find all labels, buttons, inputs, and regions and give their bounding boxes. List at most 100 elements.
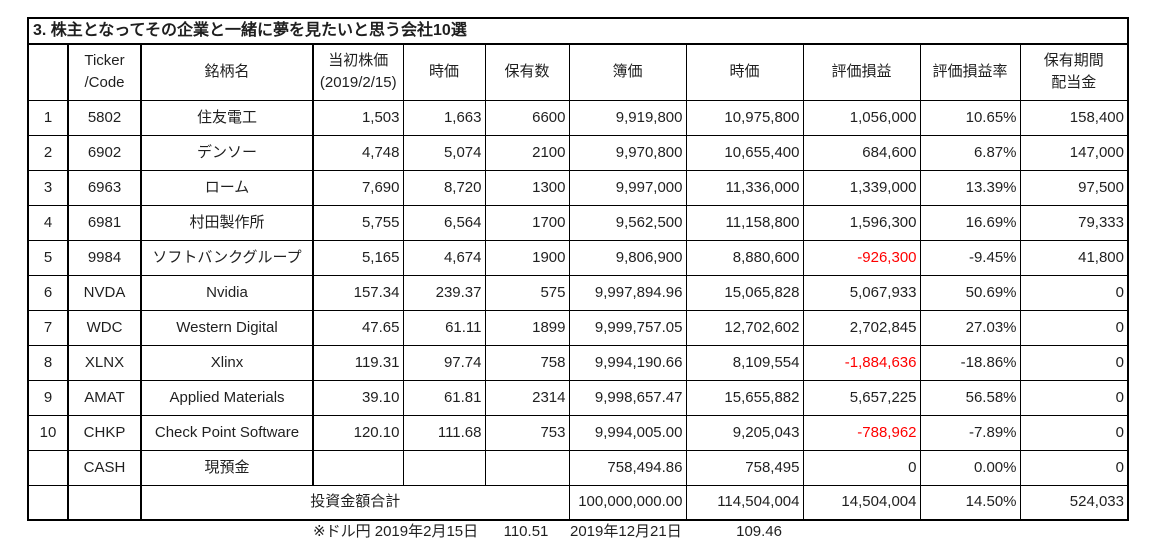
cell-dividends: 0 bbox=[1019, 379, 1129, 416]
cell-book-value: 9,997,000 bbox=[568, 169, 687, 206]
total-market-value: 114,504,004 bbox=[685, 484, 804, 521]
cell-stock-name: Western Digital bbox=[140, 309, 314, 346]
cell-stock-name: Applied Materials bbox=[140, 379, 314, 416]
cell-market-value: 10,975,800 bbox=[685, 99, 804, 136]
footnote-rate1: 110.51 bbox=[503, 523, 549, 540]
cell-valuation-gain: 2,702,845 bbox=[802, 309, 921, 346]
cell-current-price: 61.81 bbox=[402, 379, 486, 416]
cell-ticker: 6902 bbox=[67, 134, 142, 171]
total-row: 投資金額合計 100,000,000.00 114,504,004 14,504… bbox=[27, 484, 1129, 521]
cell-row-number: 4 bbox=[27, 204, 69, 241]
cell-valuation-gain: -788,962 bbox=[802, 414, 921, 451]
cell-current-price: 4,674 bbox=[402, 239, 486, 276]
cell-dividends: 0 bbox=[1019, 309, 1129, 346]
table-row: 7 WDC Western Digital 47.65 61.11 1899 9,999,7… bbox=[27, 309, 1129, 346]
cell-market-value: 11,158,800 bbox=[685, 204, 804, 241]
cell-valuation-gain: 5,067,933 bbox=[802, 274, 921, 311]
table-row: 9 AMAT Applied Materials 39.10 61.81 2314 9,99… bbox=[27, 379, 1129, 416]
cell-shares: 2100 bbox=[484, 134, 570, 171]
cell-ticker: 6963 bbox=[67, 169, 142, 206]
cell-shares: 575 bbox=[484, 274, 570, 311]
header-shares: 保有数 bbox=[484, 43, 570, 101]
table-row: 6 NVDA Nvidia 157.34 239.37 575 9,997,894.96 15… bbox=[27, 274, 1129, 311]
cell-market-value: 15,065,828 bbox=[685, 274, 804, 311]
cell-valuation-gain-rate: 10.65% bbox=[919, 99, 1021, 136]
cell-valuation-gain: 1,596,300 bbox=[802, 204, 921, 241]
cell-valuation-gain-rate: 6.87% bbox=[919, 134, 1021, 171]
total-book-value: 100,000,000.00 bbox=[568, 484, 687, 521]
cell-valuation-gain-rate: 16.69% bbox=[919, 204, 1021, 241]
cell-current-price: 97.74 bbox=[402, 344, 486, 381]
cell-market-value: 9,205,043 bbox=[685, 414, 804, 451]
header-initial-price: 当初株価 (2019/2/15) bbox=[312, 43, 404, 101]
cell-row-number bbox=[27, 484, 69, 521]
total-valuation-gain-rate: 14.50% bbox=[919, 484, 1021, 521]
cell-row-number: 10 bbox=[27, 414, 69, 451]
cell-dividends: 97,500 bbox=[1019, 169, 1129, 206]
cell-book-value: 9,970,800 bbox=[568, 134, 687, 171]
header-row: Ticker /Code 銘柄名 当初株価 (2019/2/15) 時価 保有数… bbox=[27, 43, 1129, 101]
cell-shares: 1300 bbox=[484, 169, 570, 206]
cell-stock-name: Nvidia bbox=[140, 274, 314, 311]
cell-book-value: 9,997,894.96 bbox=[568, 274, 687, 311]
header-dividends: 保有期間 配当金 bbox=[1019, 43, 1129, 101]
cell-shares: 1900 bbox=[484, 239, 570, 276]
table-row: 8 XLNX Xlinx 119.31 97.74 758 9,994,190.66 8,10… bbox=[27, 344, 1129, 381]
cell-initial-price: 1,503 bbox=[312, 99, 404, 136]
cell-stock-name: 住友電工 bbox=[140, 99, 314, 136]
cell-valuation-gain-rate: 50.69% bbox=[919, 274, 1021, 311]
header-ticker: Ticker /Code bbox=[67, 43, 142, 101]
footnote-usdjpy-date1: ※ドル円 2019年2月15日 bbox=[313, 523, 479, 540]
cell-row-number: 2 bbox=[27, 134, 69, 171]
cell-valuation-gain: 0 bbox=[802, 449, 921, 486]
cell-market-value: 11,336,000 bbox=[685, 169, 804, 206]
table-row: 10 CHKP Check Point Software 120.10 111.68 75… bbox=[27, 414, 1129, 451]
cell-valuation-gain-rate: -9.45% bbox=[919, 239, 1021, 276]
cell-dividends: 0 bbox=[1019, 449, 1129, 486]
table-row: CASH 現預金 758,494.86 758,495 0 0.00% 0 bbox=[27, 449, 1129, 486]
cell-valuation-gain: -926,300 bbox=[802, 239, 921, 276]
cell-dividends: 79,333 bbox=[1019, 204, 1129, 241]
cell-market-value: 758,495 bbox=[685, 449, 804, 486]
table-title: 3. 株主となってその企業と一緒に夢を見たいと思う会社10選 bbox=[27, 17, 1129, 45]
cell-dividends: 41,800 bbox=[1019, 239, 1129, 276]
cell-valuation-gain: 5,657,225 bbox=[802, 379, 921, 416]
cell-shares: 1899 bbox=[484, 309, 570, 346]
cell-row-number: 1 bbox=[27, 99, 69, 136]
cell-ticker: WDC bbox=[67, 309, 142, 346]
cell-initial-price: 120.10 bbox=[312, 414, 404, 451]
cell-row-number: 3 bbox=[27, 169, 69, 206]
cell-row-number bbox=[27, 449, 69, 486]
exchange-rate-footnote: ※ドル円 2019年2月15日 110.51 2019年12月21日 109.4… bbox=[0, 519, 1157, 544]
cell-valuation-gain: -1,884,636 bbox=[802, 344, 921, 381]
header-valuation-gain: 評価損益 bbox=[802, 43, 921, 101]
cell-current-price: 111.68 bbox=[402, 414, 486, 451]
cell-valuation-gain: 684,600 bbox=[802, 134, 921, 171]
cell-initial-price: 119.31 bbox=[312, 344, 404, 381]
cell-stock-name: デンソー bbox=[140, 134, 314, 171]
cell-ticker: 5802 bbox=[67, 99, 142, 136]
cell-initial-price: 157.34 bbox=[312, 274, 404, 311]
cell-market-value: 8,109,554 bbox=[685, 344, 804, 381]
cell-book-value: 9,994,005.00 bbox=[568, 414, 687, 451]
cell-market-value: 12,702,602 bbox=[685, 309, 804, 346]
cell-current-price bbox=[402, 449, 486, 486]
header-market-value: 時価 bbox=[685, 43, 804, 101]
table-row: 1 5802 住友電工 1,503 1,663 6600 9,919,800 10,975,8… bbox=[27, 99, 1129, 136]
total-valuation-gain: 14,504,004 bbox=[802, 484, 921, 521]
cell-market-value: 10,655,400 bbox=[685, 134, 804, 171]
cell-initial-price: 47.65 bbox=[312, 309, 404, 346]
cell-ticker: CASH bbox=[67, 449, 142, 486]
cell-stock-name: 現預金 bbox=[140, 449, 314, 486]
cell-ticker bbox=[67, 484, 142, 521]
cell-current-price: 6,564 bbox=[402, 204, 486, 241]
cell-shares: 753 bbox=[484, 414, 570, 451]
cell-market-value: 8,880,600 bbox=[685, 239, 804, 276]
cell-row-number: 9 bbox=[27, 379, 69, 416]
cell-valuation-gain-rate: 27.03% bbox=[919, 309, 1021, 346]
cell-valuation-gain-rate: -7.89% bbox=[919, 414, 1021, 451]
cell-current-price: 8,720 bbox=[402, 169, 486, 206]
header-stock-name: 銘柄名 bbox=[140, 43, 314, 101]
cell-book-value: 9,806,900 bbox=[568, 239, 687, 276]
cell-stock-name: 村田製作所 bbox=[140, 204, 314, 241]
